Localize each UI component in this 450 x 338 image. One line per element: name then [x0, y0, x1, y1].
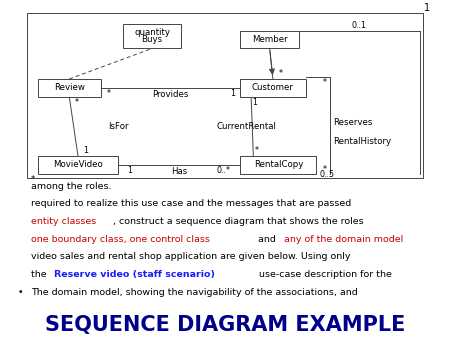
- Text: Has: Has: [171, 167, 187, 176]
- Text: •: •: [18, 288, 23, 296]
- Text: Reserves: Reserves: [333, 118, 373, 127]
- Text: 1: 1: [126, 166, 132, 175]
- Text: any of the domain model: any of the domain model: [284, 235, 404, 244]
- Text: Provides: Provides: [153, 90, 189, 99]
- Text: MovieVideo: MovieVideo: [53, 160, 103, 169]
- Text: *: *: [255, 146, 259, 155]
- Bar: [240, 156, 316, 174]
- Bar: [38, 79, 101, 97]
- Text: Member: Member: [252, 35, 288, 44]
- Text: Buys: Buys: [141, 35, 162, 45]
- Text: The domain model, showing the navigability of the associations, and: The domain model, showing the navigabili…: [31, 288, 358, 296]
- Text: Customer: Customer: [252, 83, 294, 92]
- Bar: [240, 79, 306, 97]
- Text: *: *: [75, 98, 78, 107]
- Text: RentalHistory: RentalHistory: [333, 137, 391, 146]
- Text: *: *: [30, 175, 35, 184]
- Bar: [240, 31, 299, 48]
- Text: entity classes: entity classes: [31, 217, 96, 226]
- Text: 0..1: 0..1: [352, 21, 367, 30]
- Text: one boundary class, one control class: one boundary class, one control class: [31, 235, 210, 244]
- Text: 0..5: 0..5: [320, 170, 335, 179]
- Text: Reserve video (staff scenario): Reserve video (staff scenario): [54, 270, 216, 279]
- Text: *: *: [322, 78, 326, 87]
- Text: CurrentRental: CurrentRental: [216, 122, 276, 131]
- Text: quantity: quantity: [134, 28, 170, 38]
- Text: , construct a sequence diagram that shows the roles: , construct a sequence diagram that show…: [112, 217, 363, 226]
- Text: *: *: [279, 69, 283, 78]
- Text: IsFor: IsFor: [108, 122, 129, 131]
- Text: and: and: [255, 235, 279, 244]
- Text: SEQUENCE DIAGRAM EXAMPLE: SEQUENCE DIAGRAM EXAMPLE: [45, 315, 405, 335]
- Text: 1: 1: [230, 89, 235, 98]
- Text: RentalCopy: RentalCopy: [254, 160, 303, 169]
- Text: *: *: [107, 89, 111, 98]
- Text: the: the: [31, 270, 50, 279]
- Bar: [123, 24, 181, 48]
- Bar: [38, 156, 118, 174]
- Bar: [27, 13, 423, 178]
- Text: use-case description for the: use-case description for the: [256, 270, 392, 279]
- Text: among the roles.: among the roles.: [31, 182, 112, 191]
- Text: required to realize this use case and the messages that are passed: required to realize this use case and th…: [31, 199, 351, 208]
- Text: 1: 1: [423, 3, 430, 13]
- Text: 1: 1: [252, 98, 257, 107]
- Text: video sales and rental shop application are given below. Using only: video sales and rental shop application …: [31, 252, 351, 261]
- Text: 0..*: 0..*: [217, 166, 231, 175]
- Text: *: *: [322, 165, 326, 174]
- Text: 1: 1: [83, 146, 88, 155]
- Text: Review: Review: [54, 83, 85, 92]
